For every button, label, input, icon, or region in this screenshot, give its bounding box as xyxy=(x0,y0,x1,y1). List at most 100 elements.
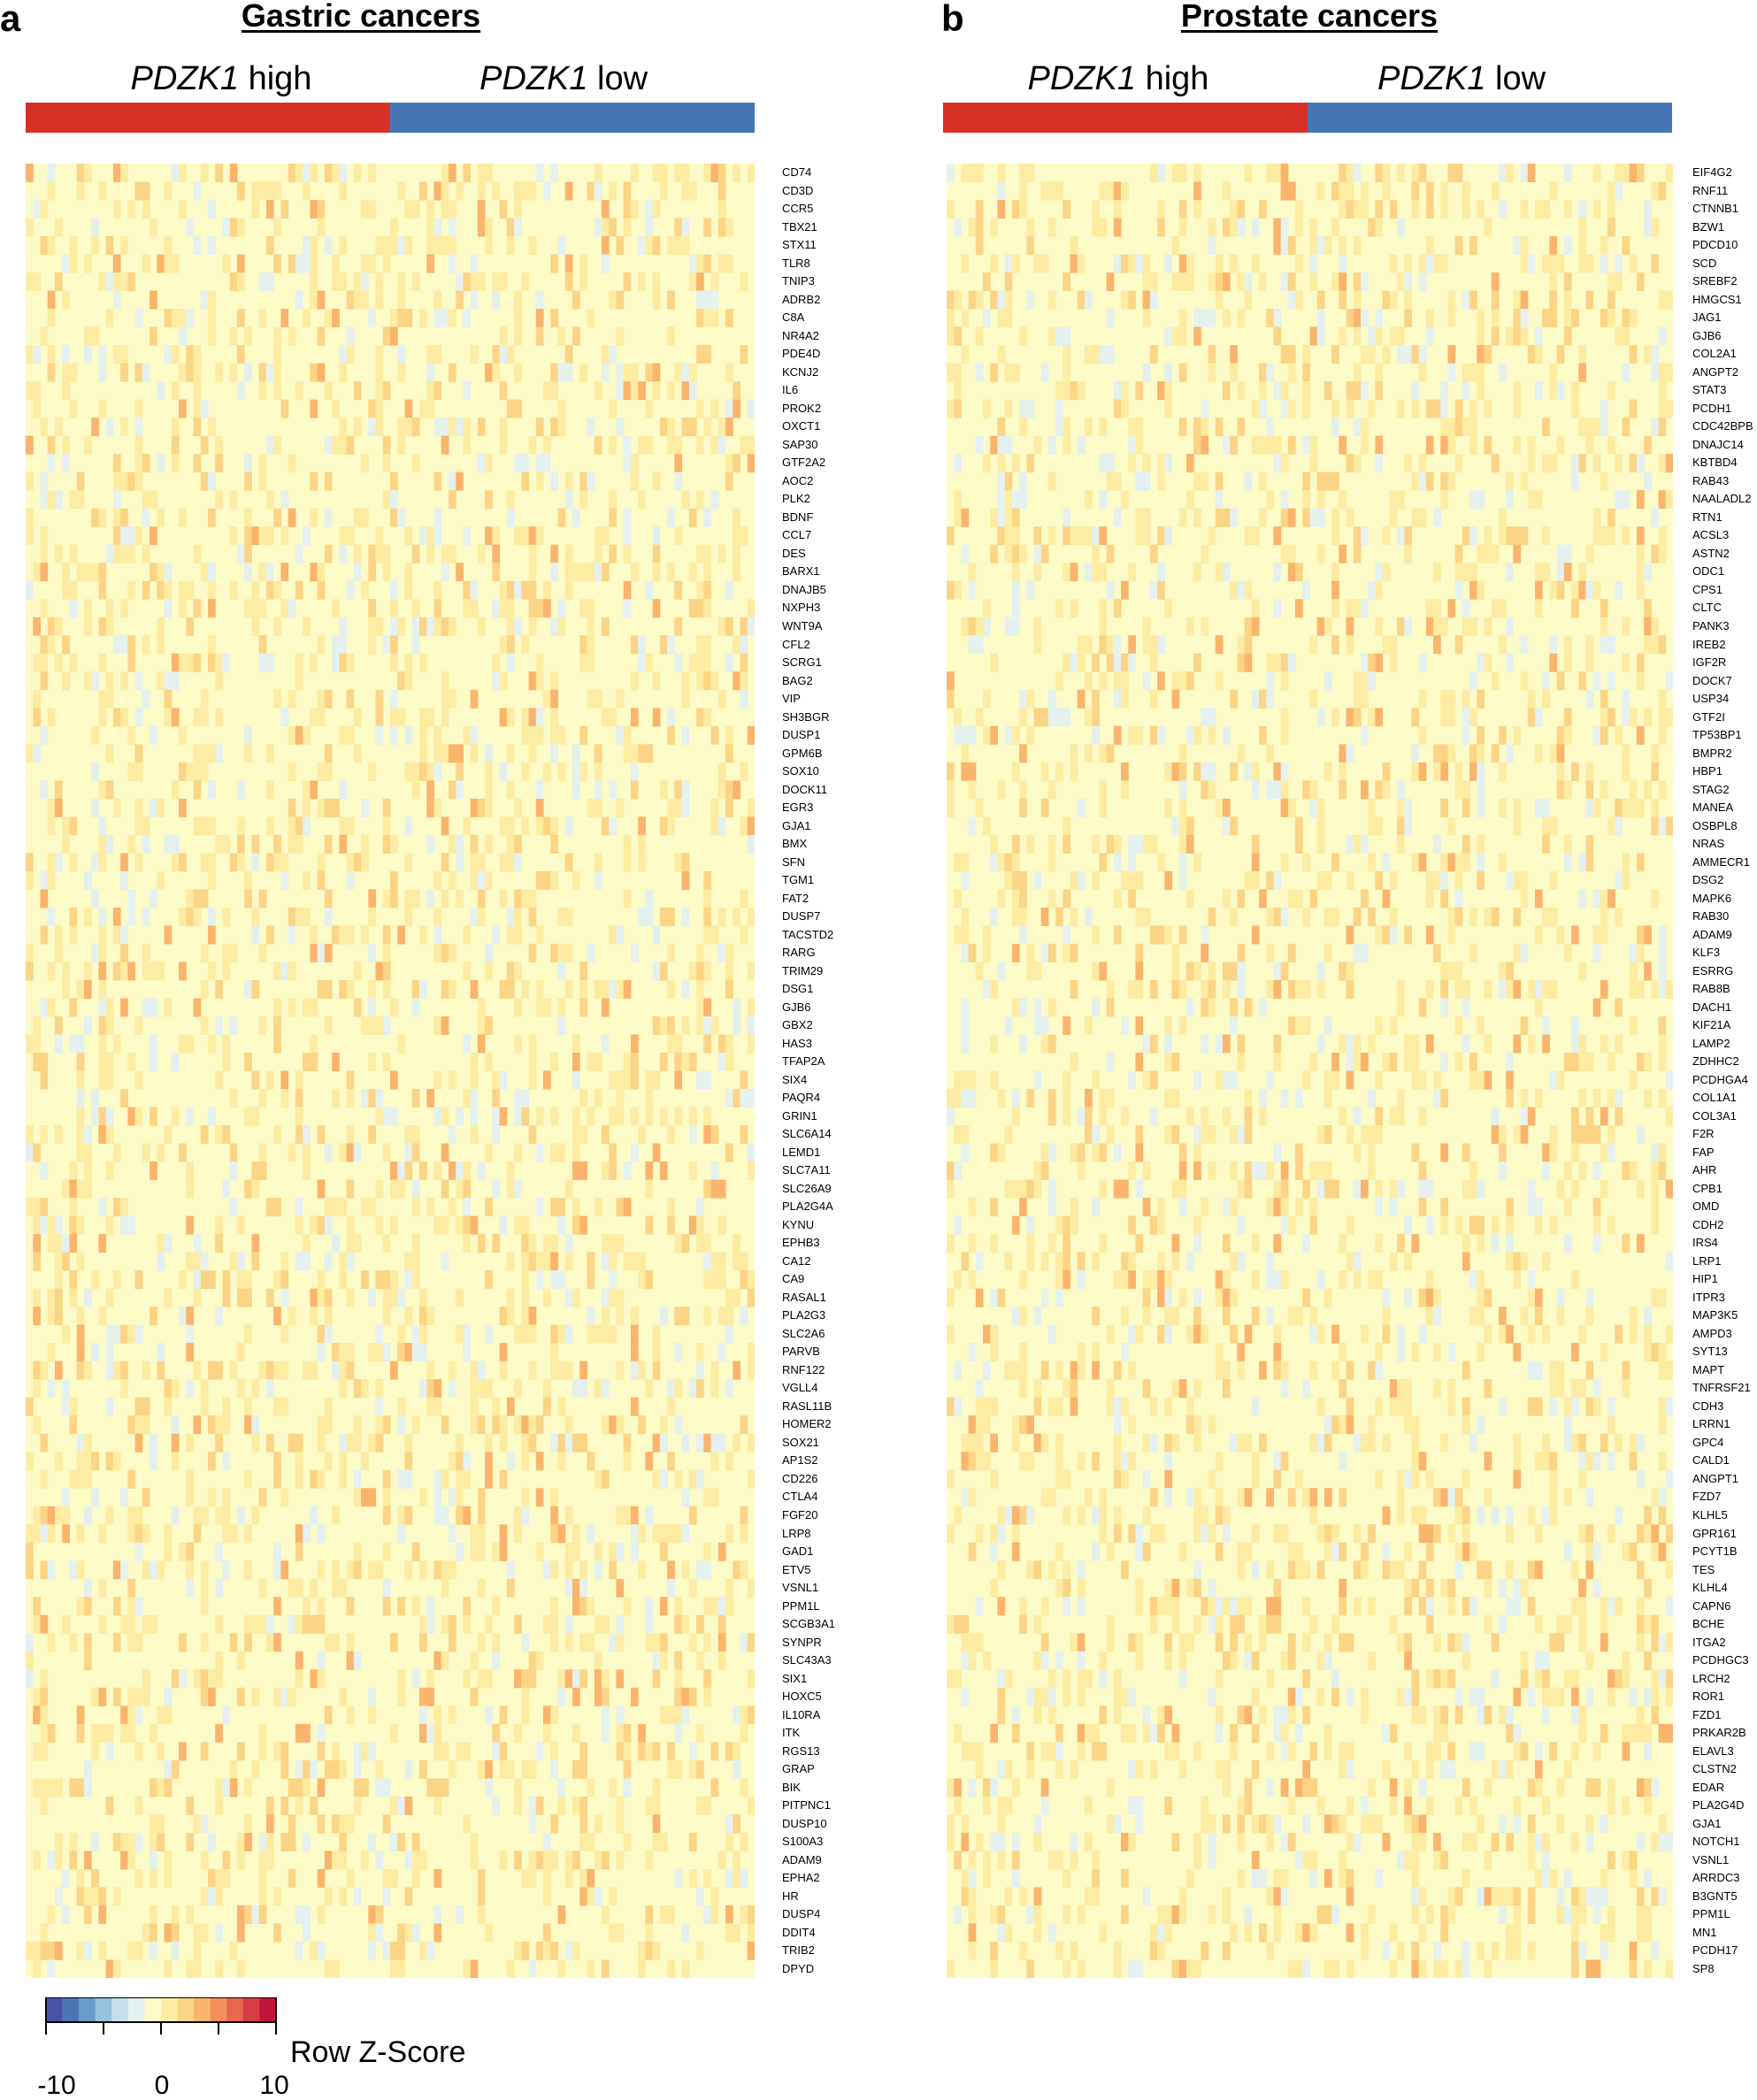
gene-label: HR xyxy=(782,1889,799,1903)
heatmap-cell xyxy=(703,563,712,582)
heatmap-cell xyxy=(229,943,238,962)
heatmap-cell xyxy=(433,218,442,237)
heatmap-cell xyxy=(477,272,486,292)
heatmap-cell xyxy=(368,563,377,582)
heatmap-cell xyxy=(1244,471,1253,491)
heatmap-cell xyxy=(164,925,173,945)
heatmap-cell xyxy=(273,1452,281,1471)
heatmap-cell xyxy=(725,744,733,763)
heatmap-cell xyxy=(1237,979,1246,999)
heatmap-cell xyxy=(142,1923,150,1943)
heatmap-cell xyxy=(1149,580,1158,600)
heatmap-cell xyxy=(47,181,56,201)
heatmap-cell xyxy=(208,1832,216,1851)
heatmap-cell xyxy=(623,1433,632,1452)
heatmap-cell xyxy=(1142,635,1151,655)
heatmap-cell xyxy=(1600,399,1608,418)
heatmap-cell xyxy=(91,1687,99,1706)
heatmap-cell xyxy=(463,1089,472,1108)
heatmap-cell xyxy=(1418,345,1427,364)
heatmap-cell xyxy=(193,1669,202,1689)
heatmap-cell xyxy=(1121,653,1129,672)
heatmap-cell xyxy=(456,1215,464,1235)
heatmap-cell xyxy=(1128,1070,1136,1090)
heatmap-cell xyxy=(368,1941,377,1960)
heatmap-cell xyxy=(725,1868,733,1888)
heatmap-cell xyxy=(499,1759,508,1779)
heatmap-cell xyxy=(1244,1089,1253,1108)
heatmap-cell xyxy=(179,1034,187,1054)
heatmap-cell xyxy=(1273,870,1282,890)
heatmap-cell xyxy=(426,1687,434,1706)
heatmap-cell xyxy=(390,1832,398,1851)
heatmap-cell xyxy=(1447,345,1456,364)
heatmap-cell xyxy=(200,1923,209,1943)
heatmap-cell xyxy=(1142,526,1151,546)
heatmap-cell xyxy=(572,1578,580,1598)
heatmap-cell xyxy=(623,1723,632,1743)
heatmap-cell xyxy=(251,1379,260,1399)
heatmap-cell xyxy=(1658,381,1667,401)
heatmap-cell xyxy=(1535,798,1543,817)
heatmap-cell xyxy=(1665,399,1673,418)
heatmap-cell xyxy=(134,309,143,328)
heatmap-cell xyxy=(1287,236,1296,256)
heatmap-cell xyxy=(1302,381,1310,401)
heatmap-cell xyxy=(127,1614,136,1634)
gene-label: SAP30 xyxy=(782,437,818,451)
heatmap-cell xyxy=(747,1270,755,1290)
heatmap-cell xyxy=(208,1034,216,1054)
heatmap-cell xyxy=(1309,689,1318,709)
heatmap-cell xyxy=(208,1868,216,1888)
heatmap-cell xyxy=(441,164,449,183)
heatmap-cell xyxy=(1447,309,1456,328)
heatmap-cell xyxy=(1622,309,1630,328)
heatmap-cell xyxy=(1309,454,1318,473)
heatmap-cell xyxy=(40,1198,49,1217)
heatmap-cell xyxy=(499,708,508,727)
heatmap-cell xyxy=(630,363,639,382)
heatmap-cell xyxy=(418,1614,427,1634)
heatmap-cell xyxy=(456,889,464,908)
heatmap-cell xyxy=(470,290,479,310)
heatmap-cell xyxy=(324,1215,333,1235)
heatmap-cell xyxy=(390,309,398,328)
heatmap-cell xyxy=(1040,1034,1049,1054)
heatmap-cell xyxy=(990,1143,998,1162)
heatmap-cell xyxy=(62,635,70,655)
heatmap-cell xyxy=(499,635,508,655)
heatmap-cell xyxy=(477,870,486,890)
heatmap-cell xyxy=(1121,381,1129,401)
heatmap-cell xyxy=(667,1705,675,1725)
heatmap-cell xyxy=(1447,816,1456,836)
heatmap-cell xyxy=(477,1868,486,1888)
heatmap-cell xyxy=(244,1324,252,1344)
heatmap-cell xyxy=(208,599,216,618)
heatmap-cell xyxy=(616,1360,625,1380)
heatmap-cell xyxy=(236,381,245,401)
heatmap-cell xyxy=(76,1125,85,1145)
heatmap-cell xyxy=(594,544,602,563)
heatmap-cell xyxy=(1585,653,1594,672)
heatmap-cell xyxy=(1622,798,1630,817)
heatmap-cell xyxy=(997,1089,1006,1108)
heatmap-cell xyxy=(1425,254,1434,273)
heatmap-cell xyxy=(543,181,551,201)
heatmap-cell xyxy=(40,526,49,546)
heatmap-cell xyxy=(623,435,632,455)
heatmap-cell xyxy=(1287,272,1296,292)
heatmap-cell xyxy=(1389,490,1398,510)
heatmap-cell xyxy=(1658,689,1667,709)
heatmap-cell xyxy=(1208,725,1216,745)
heatmap-cell xyxy=(1339,272,1347,292)
heatmap-cell xyxy=(645,1633,654,1652)
heatmap-cell xyxy=(339,1452,348,1471)
heatmap-cell xyxy=(112,1452,121,1471)
heatmap-cell xyxy=(725,309,733,328)
heatmap-cell xyxy=(83,1179,92,1199)
heatmap-cell xyxy=(579,1796,587,1815)
heatmap-cell xyxy=(572,1941,580,1960)
heatmap-cell xyxy=(361,1742,369,1761)
heatmap-cell xyxy=(528,889,537,908)
heatmap-cell xyxy=(968,218,977,237)
